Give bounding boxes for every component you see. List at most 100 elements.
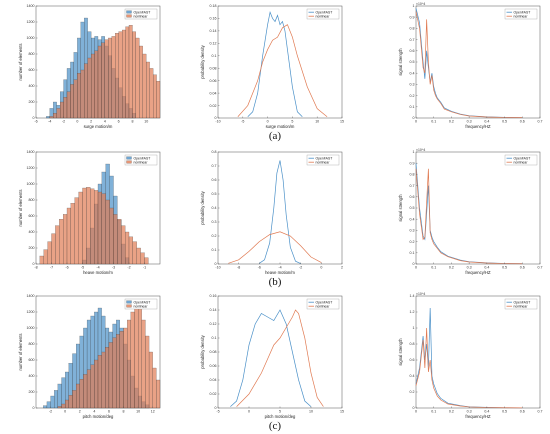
chart-panel: -10 -5 0 5 10 15 0 0.02 0.04 0.06 0.08 0.1 0.12 0.14 0… xyxy=(200,4,344,129)
y-tick-label: 0.06 xyxy=(210,364,217,368)
axes-frame xyxy=(217,295,343,409)
y-tick-label: 0 xyxy=(215,262,217,266)
histogram-bar xyxy=(101,351,106,409)
y-tick-label: 0.4 xyxy=(410,71,415,75)
x-tick-label: 0.5 xyxy=(502,410,507,414)
histogram-bar xyxy=(104,39,109,119)
x-tick-label: -10 xyxy=(215,120,220,124)
y-tick-label: 600 xyxy=(29,214,35,218)
x-tick-label: 4 xyxy=(93,410,95,414)
chart-panel: -6 -4 -2 0 2 4 6 8 10 0 200 400 600 800 1000 1200 1400 su… xyxy=(18,4,161,129)
histogram-bar xyxy=(54,390,58,409)
histogram-bar xyxy=(144,257,149,265)
series-nonlinear xyxy=(49,25,161,119)
x-tick-label: 0.7 xyxy=(538,120,543,124)
y-tick-label: 0 xyxy=(215,116,217,120)
histogram-bar xyxy=(51,233,56,265)
legend-label: nonlinear xyxy=(134,14,149,18)
histogram-bar xyxy=(70,203,75,265)
series-line-nonlinear xyxy=(415,168,523,265)
legend-label: nonlinear xyxy=(134,160,149,164)
x-axis-label: heave motion/m xyxy=(265,270,295,275)
x-tick-label: -6 xyxy=(258,266,261,270)
histogram-bar xyxy=(47,241,52,265)
y-tick-label: 1.2 xyxy=(410,310,415,314)
y-axis-label: signal strength xyxy=(398,338,403,366)
y-tick-label: 0.08 xyxy=(210,66,217,70)
histogram-bar xyxy=(101,193,106,265)
histogram-bar xyxy=(55,225,60,265)
series-line-OpenFAST xyxy=(259,160,301,264)
x-axis-label: pitch motion/deg xyxy=(83,414,114,419)
x-tick-label: 12 xyxy=(151,410,155,414)
y-tick-label: 0.12 xyxy=(210,42,217,46)
histogram-bar xyxy=(121,225,126,265)
histogram-bar xyxy=(43,405,48,409)
histogram-bar xyxy=(125,231,130,265)
histogram-bar xyxy=(152,367,157,409)
legend-label: nonlinear xyxy=(134,304,149,308)
x-tick-label: 0.2 xyxy=(449,120,454,124)
axes-frame xyxy=(217,151,343,265)
histogram-bar xyxy=(90,188,95,265)
x-tick-label: 0.5 xyxy=(502,266,507,270)
legend-swatch xyxy=(126,14,132,18)
x-tick-label: 4 xyxy=(104,120,106,124)
histogram-bar xyxy=(112,337,117,409)
panel-layer: -6 -4 -2 0 2 4 6 8 100200400600800100012001400su… xyxy=(18,2,543,419)
x-tick-label: -2 xyxy=(299,266,302,270)
histogram-bar xyxy=(46,401,51,409)
axes-frame xyxy=(415,5,541,119)
histogram-bar xyxy=(53,113,57,119)
axes-frame xyxy=(217,5,343,119)
histogram-bar xyxy=(125,26,130,119)
histogram-bar xyxy=(94,190,99,265)
x-tick-label: 0.5 xyxy=(502,120,507,124)
legend-label: OpenFAST xyxy=(316,156,333,160)
y-tick-label: 0 xyxy=(413,406,415,410)
histogram-bar xyxy=(117,219,122,265)
histogram-bar xyxy=(74,197,79,265)
histogram-bar xyxy=(49,116,54,119)
y-tick-label: 400 xyxy=(29,230,35,234)
y-axis-label: probability density xyxy=(200,44,205,78)
x-tick-label: -4 xyxy=(96,266,99,270)
series-line-OpenFAST xyxy=(230,309,312,407)
x-tick-label: 8 xyxy=(123,410,125,414)
histogram-bar xyxy=(57,383,62,409)
x-tick-label: 0 xyxy=(267,120,269,124)
axes-frame xyxy=(415,151,541,265)
y-tick-label: 1400 xyxy=(27,4,35,8)
y-exponent-label: ×10^4 xyxy=(416,2,425,6)
y-tick-label: 800 xyxy=(29,52,35,56)
histogram-bar xyxy=(156,379,161,409)
histogram-bar xyxy=(86,369,91,409)
histogram-bar xyxy=(57,406,62,409)
x-tick-label: -4 xyxy=(278,266,281,270)
y-exponent-label: ×10^4 xyxy=(416,292,425,296)
histogram-bar xyxy=(148,351,153,409)
y-tick-label: 0.1 xyxy=(410,105,415,109)
histogram-bar xyxy=(156,81,161,119)
y-tick-label: 0.5 xyxy=(212,192,217,196)
x-tick-label: 0.4 xyxy=(484,120,489,124)
x-tick-label: 5 xyxy=(291,120,293,124)
x-tick-label: 2 xyxy=(341,266,343,270)
histogram-bar xyxy=(145,335,150,409)
histogram-bar xyxy=(128,25,133,119)
x-tick-label: 0.1 xyxy=(431,120,436,124)
legend-label: OpenFAST xyxy=(134,10,151,14)
histogram-bar xyxy=(132,241,137,265)
y-tick-label: 0 xyxy=(413,116,415,120)
y-tick-label: 0.02 xyxy=(210,392,217,396)
y-tick-label: 1000 xyxy=(27,326,35,330)
histogram-bar xyxy=(128,236,133,265)
x-tick-label: 0 xyxy=(248,410,250,414)
x-tick-label: -5 xyxy=(216,410,219,414)
histogram-bar xyxy=(140,252,145,265)
x-tick-label: 0.7 xyxy=(538,266,543,270)
y-tick-label: 0.8 xyxy=(410,173,415,177)
